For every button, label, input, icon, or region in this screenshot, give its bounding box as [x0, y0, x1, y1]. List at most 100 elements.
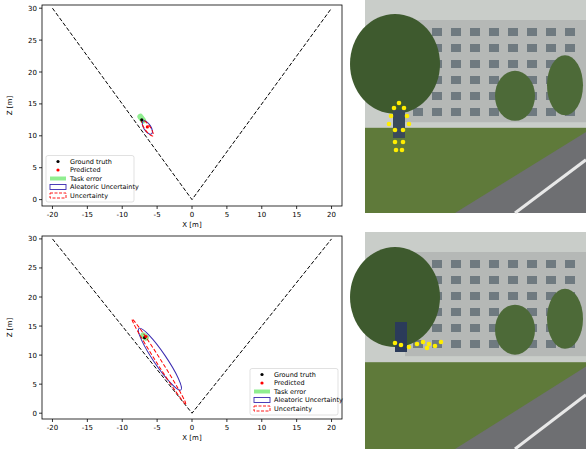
- x-tick-label: 15: [292, 211, 301, 219]
- keypoint: [402, 106, 407, 111]
- window: [546, 260, 556, 268]
- window: [508, 260, 518, 268]
- uncertainty-ellipse: [139, 118, 155, 137]
- x-tick: [296, 206, 297, 209]
- point: [144, 335, 147, 338]
- x-tick-label: -10: [117, 424, 128, 432]
- window: [451, 292, 461, 300]
- window: [489, 28, 499, 36]
- window: [451, 92, 461, 100]
- legend-label: Predicted: [70, 166, 101, 174]
- window: [508, 292, 518, 300]
- x-tick: [331, 419, 332, 422]
- window: [451, 260, 461, 268]
- window: [527, 44, 537, 52]
- legend-label: Ground truth: [274, 371, 316, 379]
- x-tick: [52, 206, 53, 209]
- road: [455, 132, 586, 213]
- keypoint: [421, 340, 426, 345]
- x-tick-label: 20: [327, 211, 336, 219]
- keypoint: [387, 122, 392, 127]
- window: [470, 308, 480, 316]
- legend-box: [46, 156, 134, 203]
- field-of-view: [52, 239, 331, 413]
- window: [508, 60, 518, 68]
- window: [565, 44, 575, 52]
- person: [393, 110, 405, 138]
- x-tick: [157, 419, 158, 422]
- frame: [42, 236, 342, 419]
- window: [432, 92, 442, 100]
- keypoint: [405, 114, 410, 119]
- window: [565, 260, 575, 268]
- window: [565, 276, 575, 284]
- y-tick-label: 10: [28, 132, 37, 140]
- window: [451, 28, 461, 36]
- x-tick: [296, 419, 297, 422]
- window: [527, 28, 537, 36]
- legend-label: Aleatoric Uncertainty: [70, 183, 139, 191]
- window: [451, 276, 461, 284]
- window: [489, 260, 499, 268]
- y-tick-label: 0: [33, 196, 37, 204]
- window: [470, 28, 480, 36]
- window: [451, 44, 461, 52]
- window: [546, 28, 556, 36]
- window: [451, 340, 461, 348]
- x-axis-label: X [m]: [182, 221, 202, 229]
- window: [489, 276, 499, 284]
- y-tick-label: 5: [33, 164, 37, 172]
- window: [432, 324, 442, 332]
- window: [451, 60, 461, 68]
- y-tick-label: 5: [33, 381, 37, 389]
- window: [489, 60, 499, 68]
- legend-symbol: [50, 193, 66, 198]
- x-tick: [192, 206, 193, 209]
- window: [527, 276, 537, 284]
- legend-symbol: [260, 373, 263, 376]
- legend: Ground truthPredictedTask errorAleatoric…: [46, 156, 139, 203]
- window: [527, 60, 537, 68]
- y-tick: [39, 413, 42, 414]
- keypoint: [401, 128, 406, 133]
- legend-box: [250, 369, 338, 416]
- x-tick-label: 5: [225, 424, 229, 432]
- window: [413, 108, 423, 116]
- keypoint: [399, 343, 404, 348]
- keypoint: [407, 345, 412, 350]
- legend-label: Uncertainty: [70, 192, 108, 200]
- window: [489, 108, 499, 116]
- x-tick: [87, 206, 88, 209]
- road-marking: [515, 160, 586, 213]
- x-tick-label: -20: [47, 211, 58, 219]
- window: [451, 76, 461, 84]
- window: [489, 44, 499, 52]
- y-tick: [39, 297, 42, 298]
- frame: [42, 5, 342, 206]
- y-tick: [39, 326, 42, 327]
- legend: Ground truthPredictedTask errorAleatoric…: [250, 369, 343, 416]
- window: [470, 92, 480, 100]
- y-tick-label: 25: [28, 264, 37, 272]
- keypoint: [392, 106, 397, 111]
- y-tick-label: 0: [33, 410, 37, 418]
- keypoint: [425, 346, 430, 351]
- y-tick-label: 20: [28, 69, 37, 77]
- window: [470, 108, 480, 116]
- window: [470, 60, 480, 68]
- x-tick-label: 10: [257, 211, 266, 219]
- keypoint: [400, 148, 405, 153]
- window: [527, 260, 537, 268]
- window: [565, 28, 575, 36]
- window: [432, 28, 442, 36]
- x-tick-label: -20: [47, 424, 58, 432]
- keypoint: [401, 140, 406, 145]
- legend-label: Task error: [273, 388, 306, 396]
- road-marking: [515, 395, 586, 449]
- keypoint: [407, 122, 412, 127]
- x-tick: [122, 419, 123, 422]
- background: [0, 0, 586, 449]
- window: [470, 324, 480, 332]
- point: [140, 118, 143, 121]
- y-tick-label: 15: [28, 323, 37, 331]
